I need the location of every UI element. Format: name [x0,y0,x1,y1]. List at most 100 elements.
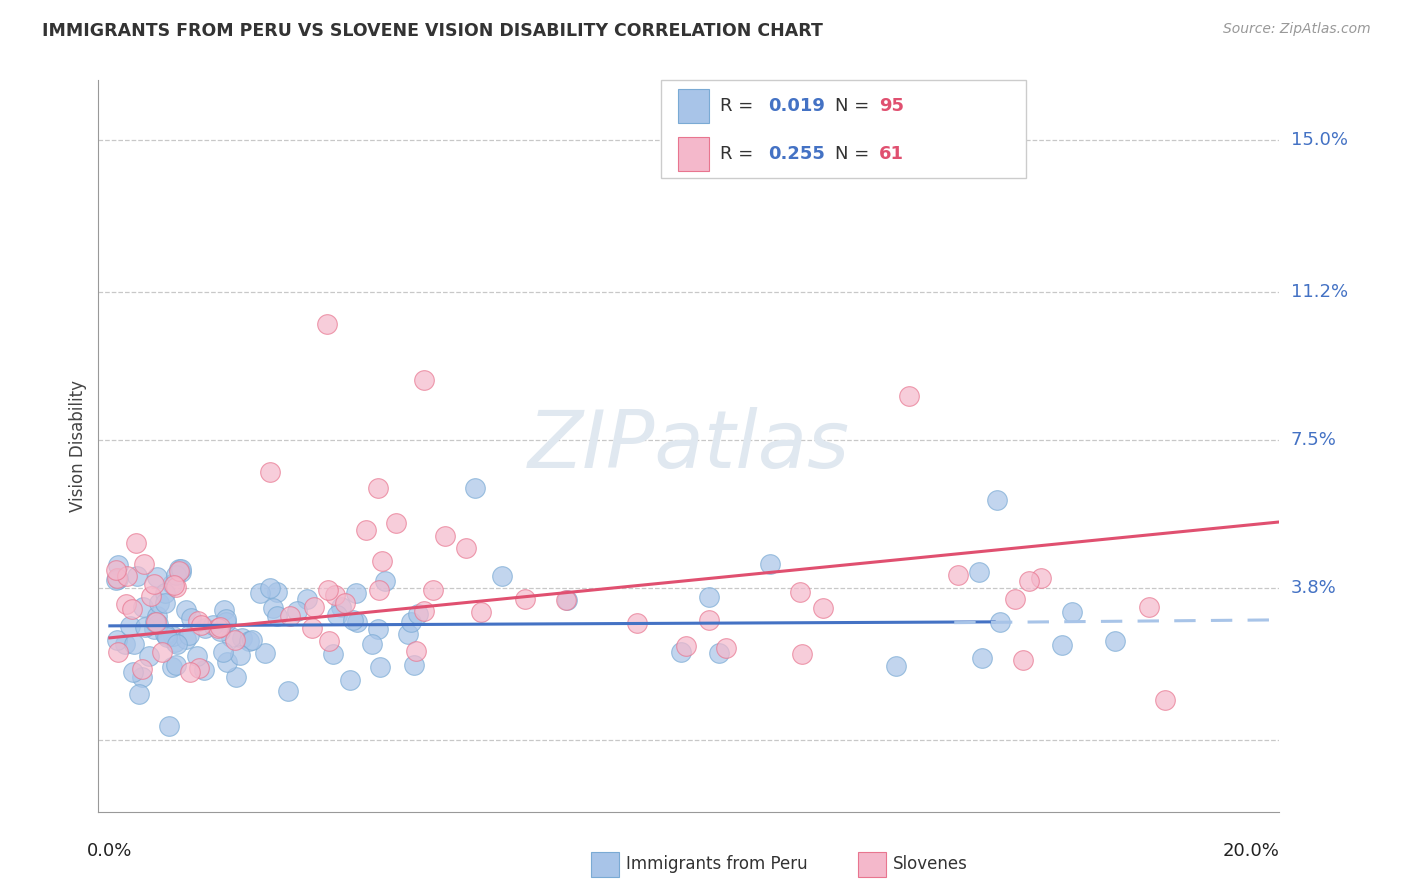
Point [970,651,993,665]
Point [412,373,434,387]
Point [167,564,190,578]
Point [107,645,129,659]
Text: 15.0%: 15.0% [1291,131,1347,149]
Point [153,596,176,610]
Point [259,581,281,595]
Point [122,665,145,679]
Point [707,646,730,660]
Point [215,655,238,669]
Point [697,613,720,627]
Text: 7.5%: 7.5% [1291,431,1337,449]
Point [370,554,392,568]
Point [374,574,396,588]
Point [238,633,260,648]
Text: 11.2%: 11.2% [1291,283,1348,301]
Text: Slovenes: Slovenes [893,855,967,873]
Point [433,529,456,543]
Point [988,615,1011,630]
Point [132,557,155,571]
Point [174,603,197,617]
Point [156,631,179,645]
Point [470,605,492,619]
Point [322,647,344,661]
Point [209,619,232,633]
Point [174,632,197,646]
Point [170,562,193,576]
Point [790,648,813,662]
Point [1104,634,1126,648]
Point [333,596,356,610]
Point [207,621,229,635]
Text: ZIPatlas: ZIPatlas [527,407,851,485]
Point [326,608,349,623]
Point [193,663,215,677]
Point [145,615,167,630]
Point [323,589,346,603]
Text: N =: N = [835,145,875,163]
Point [297,592,319,607]
Point [190,618,212,632]
Point [367,623,389,637]
Point [153,585,176,599]
Point [131,670,153,684]
Text: IMMIGRANTS FROM PERU VS SLOVENE VISION DISABILITY CORRELATION CHART: IMMIGRANTS FROM PERU VS SLOVENE VISION D… [42,22,823,40]
Point [513,592,536,607]
Text: 20.0%: 20.0% [1222,842,1279,860]
Point [1062,605,1084,619]
Text: N =: N = [835,97,875,115]
Point [402,658,425,673]
Text: R =: R = [720,97,759,115]
Point [160,660,183,674]
Point [142,577,165,591]
Point [194,622,217,636]
Point [166,657,188,672]
Point [202,617,225,632]
Point [370,660,392,674]
Point [368,583,391,598]
Point [219,630,242,644]
Point [1011,653,1033,667]
Point [266,585,288,599]
Point [225,670,247,684]
Point [105,570,128,584]
Point [1031,571,1053,585]
Point [396,627,419,641]
Point [104,573,127,587]
Point [342,613,364,627]
Point [163,634,186,648]
Point [344,586,367,600]
Text: Immigrants from Peru: Immigrants from Peru [626,855,807,873]
Point [125,569,148,583]
Point [671,645,693,659]
Text: 0.019: 0.019 [768,97,824,115]
Point [967,565,990,579]
Text: 0.255: 0.255 [768,145,824,163]
Point [555,593,578,607]
Point [121,601,143,615]
Point [675,639,697,653]
Point [897,389,920,403]
Point [316,583,339,598]
Point [120,619,142,633]
Point [165,567,187,582]
Point [179,665,201,679]
Point [491,569,513,583]
Point [886,659,908,673]
Point [208,624,231,638]
Point [399,615,422,629]
Point [278,609,301,624]
Point [155,628,177,642]
Text: Source: ZipAtlas.com: Source: ZipAtlas.com [1223,22,1371,37]
Point [150,645,173,659]
Point [170,566,193,580]
Text: 61: 61 [879,145,904,163]
Point [697,590,720,604]
Point [315,317,337,331]
Point [714,641,737,656]
Point [186,649,208,664]
Point [215,612,238,626]
Point [229,648,252,662]
Point [224,632,246,647]
Point [277,684,299,698]
Point [789,584,811,599]
